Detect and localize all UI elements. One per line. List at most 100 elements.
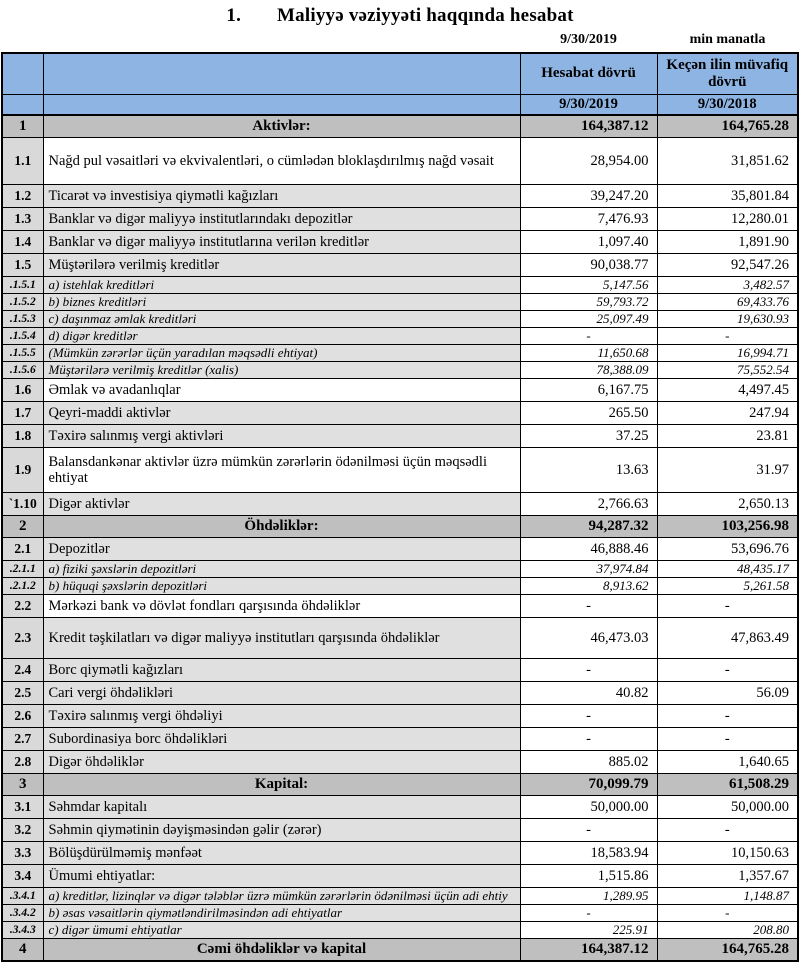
report-value-cell: - bbox=[519, 904, 658, 922]
report-value-cell: - bbox=[519, 594, 658, 618]
table-row: .2.1.2 b) hüquqi şəxslərin depozitləri 8,9… bbox=[1, 577, 799, 595]
table-row: 3.1 Səhmdar kapitalı 50,000.00 50,000.00 bbox=[1, 795, 799, 819]
table-row: 2.5 Cari vergi öhdəlikləri 40.82 56.09 bbox=[1, 681, 799, 705]
row-label-cell: Təxirə salınmış vergi aktivləri bbox=[42, 424, 521, 448]
row-number-cell: 2.1 bbox=[1, 537, 44, 561]
row-label-cell: c) digər ümumi ehtiyatlar bbox=[42, 921, 521, 939]
row-label-cell: c) daşınmaz əmlak kreditləri bbox=[42, 310, 521, 328]
row-label-cell: Əmlak və avadanlıqlar bbox=[42, 378, 521, 402]
row-label-cell: Banklar və digər maliyyə institutlarına … bbox=[42, 230, 521, 254]
report-value-cell: - bbox=[519, 704, 658, 728]
row-number-cell: 3.3 bbox=[1, 841, 44, 865]
row-number-cell: 3.4 bbox=[1, 864, 44, 888]
table-row: .3.4.1 a) kreditlər, lizinqlər və digər t… bbox=[1, 887, 799, 905]
row-number-cell: 3.1 bbox=[1, 795, 44, 819]
table-row: 3.3 Bölüşdürülməmiş mənfəət 18,583.94 10,15… bbox=[1, 841, 799, 865]
report-value-cell: 39,247.20 bbox=[519, 184, 658, 208]
prior-value-cell: 23.81 bbox=[656, 424, 799, 448]
table-row: 2.4 Borc qiymətli kağızları - - bbox=[1, 658, 799, 682]
report-value-cell: 225.91 bbox=[519, 921, 658, 939]
prior-value-cell: - bbox=[656, 658, 799, 682]
table-row: 1.8 Təxirə salınmış vergi aktivləri 37.25 2… bbox=[1, 424, 799, 448]
page-title: 1. Maliyyə vəziyyəti haqqında hesabat bbox=[0, 0, 800, 27]
report-value-cell: 164,387.12 bbox=[519, 938, 658, 962]
row-number-cell: 3.2 bbox=[1, 818, 44, 842]
row-number-cell: .1.5.6 bbox=[1, 361, 44, 379]
table-row: 2.8 Digər öhdəliklər 885.02 1,640.65 bbox=[1, 750, 799, 774]
report-value-cell: 164,387.12 bbox=[519, 114, 658, 138]
prior-value-cell: 61,508.29 bbox=[656, 773, 799, 796]
prior-period-header: Keçən ilin müvafiq dövrü bbox=[656, 52, 799, 95]
report-value-cell: 2,766.63 bbox=[519, 492, 658, 516]
prior-value-cell: 35,801.84 bbox=[656, 184, 799, 208]
row-number-cell: .3.4.3 bbox=[1, 921, 44, 939]
row-label-cell: Səhmdar kapitalı bbox=[42, 795, 521, 819]
prior-value-cell: 10,150.63 bbox=[656, 841, 799, 865]
prior-value-cell: 48,435.17 bbox=[656, 560, 799, 578]
report-period-date: 9/30/2019 bbox=[519, 94, 658, 116]
row-number-cell: 1.2 bbox=[1, 184, 44, 208]
table-row: 2.6 Təxirə salınmış vergi öhdəliyi - - bbox=[1, 704, 799, 728]
row-number-cell: 1.1 bbox=[1, 137, 44, 185]
report-value-cell: 11,650.68 bbox=[519, 344, 658, 362]
table-row: 3.2 Səhmin qiymətinin dəyişməsindən gəlir… bbox=[1, 818, 799, 842]
table-row: .3.4.3 c) digər ümumi ehtiyatlar 225.91 208… bbox=[1, 921, 799, 939]
row-number-cell: 1.6 bbox=[1, 378, 44, 402]
row-label-cell: Qeyri-maddi aktivlər bbox=[42, 401, 521, 425]
row-number-cell: 1.8 bbox=[1, 424, 44, 448]
report-value-cell: 8,913.62 bbox=[519, 577, 658, 595]
prior-value-cell: - bbox=[656, 327, 799, 345]
prior-value-cell: 19,630.93 bbox=[656, 310, 799, 328]
prior-value-cell: 50,000.00 bbox=[656, 795, 799, 819]
prior-value-cell: - bbox=[656, 904, 799, 922]
row-label-cell: (Mümkün zərərlər üçün yaradılan məqsədli… bbox=[42, 344, 521, 362]
row-label-cell: Aktivlər: bbox=[42, 114, 521, 138]
row-label-cell: Borc qiymətli kağızları bbox=[42, 658, 521, 682]
prior-value-cell: 12,280.01 bbox=[656, 207, 799, 231]
table-header-row: Hesabat dövrü Keçən ilin müvafiq dövrü bbox=[1, 52, 799, 95]
prior-value-cell: - bbox=[656, 704, 799, 728]
row-number-cell: 2.8 bbox=[1, 750, 44, 774]
table-row: 1.9 Balansdankənar aktivlər üzrə mümkün z… bbox=[1, 447, 799, 493]
row-label-cell: a) fiziki şəxslərin depozitləri bbox=[42, 560, 521, 578]
report-value-cell: 1,289.95 bbox=[519, 887, 658, 905]
prior-value-cell: 92,547.26 bbox=[656, 253, 799, 277]
table-row: 2.3 Kredit təşkilatları və digər maliyyə … bbox=[1, 617, 799, 659]
row-number-cell: 2.5 bbox=[1, 681, 44, 705]
row-label-cell: Digər aktivlər bbox=[42, 492, 521, 516]
title-text: Maliyyə vəziyyəti haqqında hesabat bbox=[277, 5, 574, 26]
prior-value-cell: 1,357.67 bbox=[656, 864, 799, 888]
row-number-column-subheader bbox=[1, 94, 44, 116]
row-label-cell: Bölüşdürülməmiş mənfəət bbox=[42, 841, 521, 865]
table-row: 3 Kapital: 70,099.79 61,508.29 bbox=[1, 773, 799, 796]
row-label-cell: Kredit təşkilatları və digər maliyyə ins… bbox=[42, 617, 521, 659]
report-value-cell: 78,388.09 bbox=[519, 361, 658, 379]
row-number-cell: 2.6 bbox=[1, 704, 44, 728]
report-value-cell: 46,888.46 bbox=[519, 537, 658, 561]
row-number-cell: .1.5.2 bbox=[1, 293, 44, 311]
row-label-cell: Banklar və digər maliyyə institutlarında… bbox=[42, 207, 521, 231]
row-number-cell: .2.1.1 bbox=[1, 560, 44, 578]
prior-value-cell: - bbox=[656, 594, 799, 618]
table-row: .1.5.1 a) istehlak kreditləri 5,147.56 3,48… bbox=[1, 276, 799, 294]
prior-value-cell: 47,863.49 bbox=[656, 617, 799, 659]
prior-value-cell: - bbox=[656, 727, 799, 751]
row-number-cell: .3.4.2 bbox=[1, 904, 44, 922]
row-label-cell: Təxirə salınmış vergi öhdəliyi bbox=[42, 704, 521, 728]
table-row: 1.5 Müştərilərə verilmiş kreditlər 90,038.… bbox=[1, 253, 799, 277]
row-number-cell: 2.4 bbox=[1, 658, 44, 682]
prior-value-cell: 103,256.98 bbox=[656, 515, 799, 538]
prior-value-cell: 2,650.13 bbox=[656, 492, 799, 516]
report-value-cell: 94,287.32 bbox=[519, 515, 658, 538]
table-row: .3.4.2 b) əsas vəsaitlərin qiymətləndiril… bbox=[1, 904, 799, 922]
report-period-header: Hesabat dövrü bbox=[519, 52, 658, 95]
prior-value-cell: 31,851.62 bbox=[656, 137, 799, 185]
row-label-cell: a) istehlak kreditləri bbox=[42, 276, 521, 294]
row-number-column-header bbox=[1, 52, 44, 95]
table-dates-row: 9/30/2019 9/30/2018 bbox=[1, 94, 799, 116]
report-value-cell: 885.02 bbox=[519, 750, 658, 774]
row-number-cell: `1.10 bbox=[1, 492, 44, 516]
row-number-cell: .2.1.2 bbox=[1, 577, 44, 595]
row-number-cell: 1.9 bbox=[1, 447, 44, 493]
report-value-cell: 40.82 bbox=[519, 681, 658, 705]
